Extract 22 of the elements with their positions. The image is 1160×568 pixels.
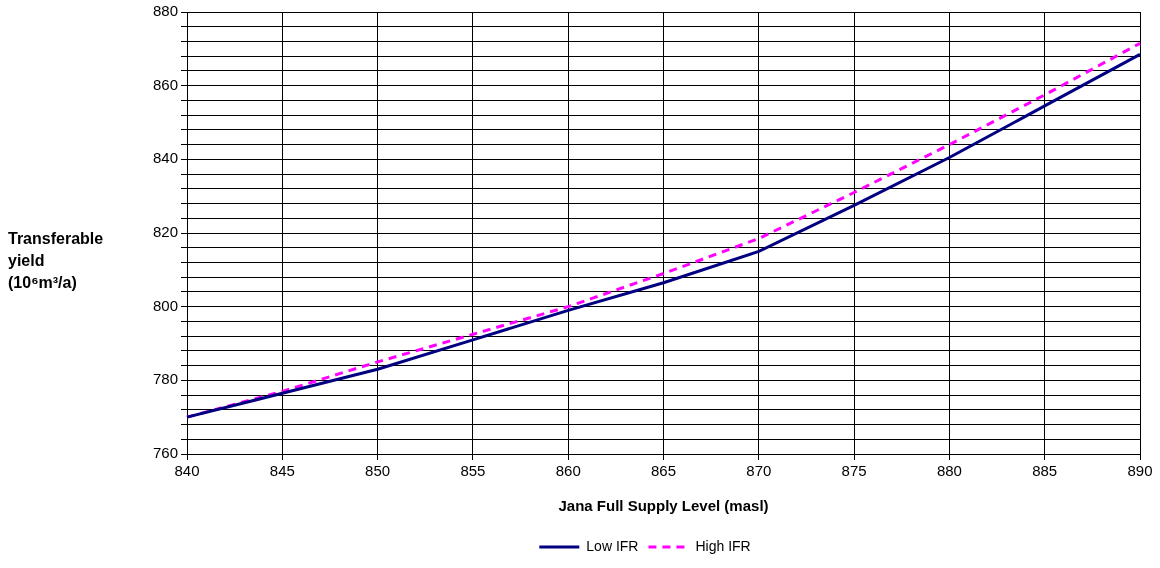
y-tick-label: 860 xyxy=(153,75,179,93)
x-tick-label: 855 xyxy=(460,462,486,480)
y-axis-title: Transferable yield (10⁶m³/a) xyxy=(8,230,104,291)
y-tick-label: 880 xyxy=(153,2,179,20)
legend-label: Low IFR xyxy=(586,537,639,554)
x-tick-label: 870 xyxy=(746,462,772,480)
x-tick-label: 875 xyxy=(841,462,867,480)
x-tick-label: 865 xyxy=(651,462,677,480)
y-tick-label: 820 xyxy=(153,223,179,241)
x-tick-label: 860 xyxy=(555,462,581,480)
x-tick-label: 845 xyxy=(269,462,295,480)
x-tick-label: 840 xyxy=(174,462,200,480)
y-tick-label: 800 xyxy=(153,296,179,314)
legend-label: High IFR xyxy=(695,537,751,554)
y-tick-label: 840 xyxy=(153,149,179,167)
x-axis-title: Jana Full Supply Level (masl) xyxy=(558,497,769,515)
x-tick-label: 880 xyxy=(936,462,962,480)
x-tick-label: 850 xyxy=(365,462,391,480)
y-tick-label: 780 xyxy=(153,370,179,388)
x-tick-label: 890 xyxy=(1127,462,1153,480)
y-tick-label: 760 xyxy=(153,444,179,462)
x-tick-label: 885 xyxy=(1032,462,1058,480)
